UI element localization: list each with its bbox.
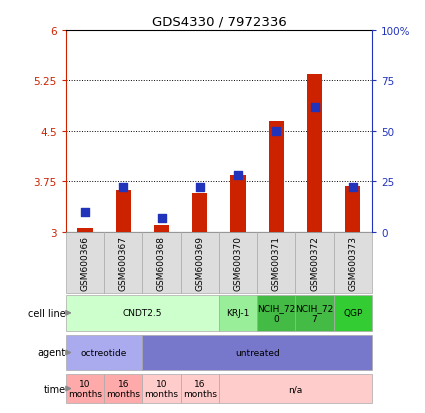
Bar — [116, 191, 131, 232]
Text: GSM600373: GSM600373 — [348, 235, 357, 290]
Point — [235, 173, 241, 179]
FancyBboxPatch shape — [181, 232, 219, 293]
Point — [158, 215, 165, 221]
Text: GSM600371: GSM600371 — [272, 235, 281, 290]
Bar — [154, 225, 169, 232]
FancyBboxPatch shape — [334, 295, 372, 331]
FancyBboxPatch shape — [295, 295, 334, 331]
Point — [273, 128, 280, 135]
FancyBboxPatch shape — [66, 374, 104, 403]
Title: GDS4330 / 7972336: GDS4330 / 7972336 — [151, 15, 286, 28]
Bar — [77, 229, 93, 232]
FancyBboxPatch shape — [104, 374, 142, 403]
Text: GSM600366: GSM600366 — [80, 235, 90, 290]
Text: KRJ-1: KRJ-1 — [226, 309, 249, 318]
Text: QGP: QGP — [343, 309, 363, 318]
Point — [196, 185, 203, 191]
Bar — [269, 121, 284, 232]
Text: CNDT2.5: CNDT2.5 — [123, 309, 162, 318]
Text: 10
months: 10 months — [144, 379, 178, 398]
FancyBboxPatch shape — [66, 295, 219, 331]
Text: time: time — [44, 384, 66, 394]
Text: 16
months: 16 months — [106, 379, 140, 398]
Bar — [230, 175, 246, 232]
FancyBboxPatch shape — [334, 232, 372, 293]
Text: octreotide: octreotide — [81, 348, 128, 357]
FancyBboxPatch shape — [219, 295, 257, 331]
Point — [311, 104, 318, 111]
Text: n/a: n/a — [288, 384, 303, 393]
FancyBboxPatch shape — [181, 374, 219, 403]
FancyBboxPatch shape — [295, 232, 334, 293]
FancyBboxPatch shape — [142, 335, 372, 370]
Text: GSM600370: GSM600370 — [233, 235, 243, 290]
Point — [82, 209, 88, 216]
Text: GSM600369: GSM600369 — [195, 235, 204, 290]
Text: GSM600367: GSM600367 — [119, 235, 128, 290]
Text: GSM600368: GSM600368 — [157, 235, 166, 290]
Text: cell line: cell line — [28, 308, 66, 318]
FancyBboxPatch shape — [104, 232, 142, 293]
FancyBboxPatch shape — [219, 374, 372, 403]
Text: 10
months: 10 months — [68, 379, 102, 398]
FancyBboxPatch shape — [219, 232, 257, 293]
Bar — [307, 75, 322, 232]
FancyBboxPatch shape — [66, 232, 104, 293]
Point — [349, 185, 356, 191]
Text: GSM600372: GSM600372 — [310, 235, 319, 290]
Text: NCIH_72
0: NCIH_72 0 — [257, 304, 295, 323]
Text: untreated: untreated — [235, 348, 280, 357]
Text: agent: agent — [38, 348, 66, 358]
FancyBboxPatch shape — [142, 374, 181, 403]
Point — [120, 185, 127, 191]
Text: 16
months: 16 months — [183, 379, 217, 398]
Bar — [192, 193, 207, 232]
Bar — [345, 187, 360, 232]
FancyBboxPatch shape — [257, 232, 295, 293]
Text: NCIH_72
7: NCIH_72 7 — [295, 304, 334, 323]
FancyBboxPatch shape — [257, 295, 295, 331]
FancyBboxPatch shape — [66, 335, 142, 370]
FancyBboxPatch shape — [142, 232, 181, 293]
